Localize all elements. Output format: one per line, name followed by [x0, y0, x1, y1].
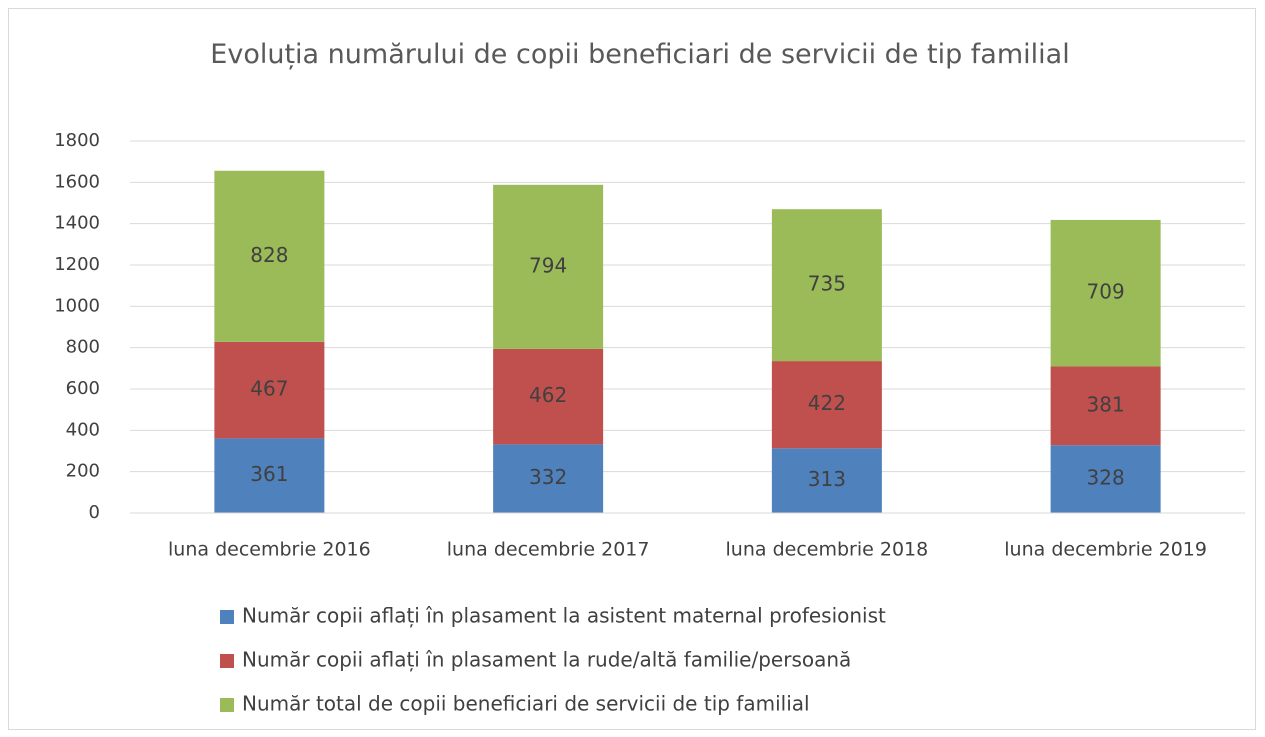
bar-segment: [214, 438, 325, 513]
bar-segment: [771, 361, 882, 449]
data-label: 422: [808, 391, 846, 415]
chart-title: Evoluția numărului de copii beneficiari …: [210, 39, 1070, 70]
legend-swatch: [220, 698, 234, 712]
data-label: 381: [1087, 392, 1125, 416]
y-tick-label: 600: [66, 378, 100, 399]
legend-label: Număr total de copii beneficiari de serv…: [242, 692, 810, 716]
data-label: 313: [808, 467, 846, 491]
y-tick-label: 1600: [54, 171, 100, 192]
bar-segment: [771, 209, 882, 362]
y-tick-label: 800: [66, 337, 100, 358]
bar-segment: [493, 348, 604, 445]
legend-label: Număr copii aflați în plasament la rude/…: [242, 648, 851, 672]
data-label: 328: [1087, 466, 1125, 490]
x-tick-label: luna decembrie 2016: [168, 539, 371, 561]
y-tick-label: 400: [66, 419, 100, 440]
y-tick-label: 1800: [54, 130, 100, 151]
chart-frame: [8, 8, 1256, 730]
bar-segment: [1050, 219, 1161, 367]
x-tick-label: luna decembrie 2019: [1004, 539, 1207, 561]
bar-segment: [493, 184, 604, 349]
y-tick-label: 1400: [54, 213, 100, 234]
data-label: 828: [250, 243, 288, 267]
y-tick-label: 0: [89, 502, 100, 523]
y-tick-label: 200: [66, 461, 100, 482]
data-label: 462: [529, 383, 567, 407]
legend-swatch: [220, 610, 234, 624]
bar-segment: [214, 170, 325, 342]
bar-segment: [1050, 445, 1161, 513]
data-label: 467: [250, 377, 288, 401]
bar-segment: [1050, 366, 1161, 446]
data-label: 332: [529, 465, 567, 489]
legend-label: Număr copii aflați în plasament la asist…: [242, 604, 886, 628]
bar-segment: [493, 444, 604, 513]
bar-segment: [771, 448, 882, 513]
bar-segment: [214, 341, 325, 439]
data-label: 794: [529, 253, 567, 277]
data-label: 361: [250, 462, 288, 486]
y-tick-label: 1000: [54, 295, 100, 316]
x-tick-label: luna decembrie 2017: [447, 539, 650, 561]
y-tick-label: 1200: [54, 254, 100, 275]
legend-swatch: [220, 654, 234, 668]
data-label: 735: [808, 272, 846, 296]
x-tick-label: luna decembrie 2018: [726, 539, 929, 561]
data-label: 709: [1087, 280, 1125, 304]
